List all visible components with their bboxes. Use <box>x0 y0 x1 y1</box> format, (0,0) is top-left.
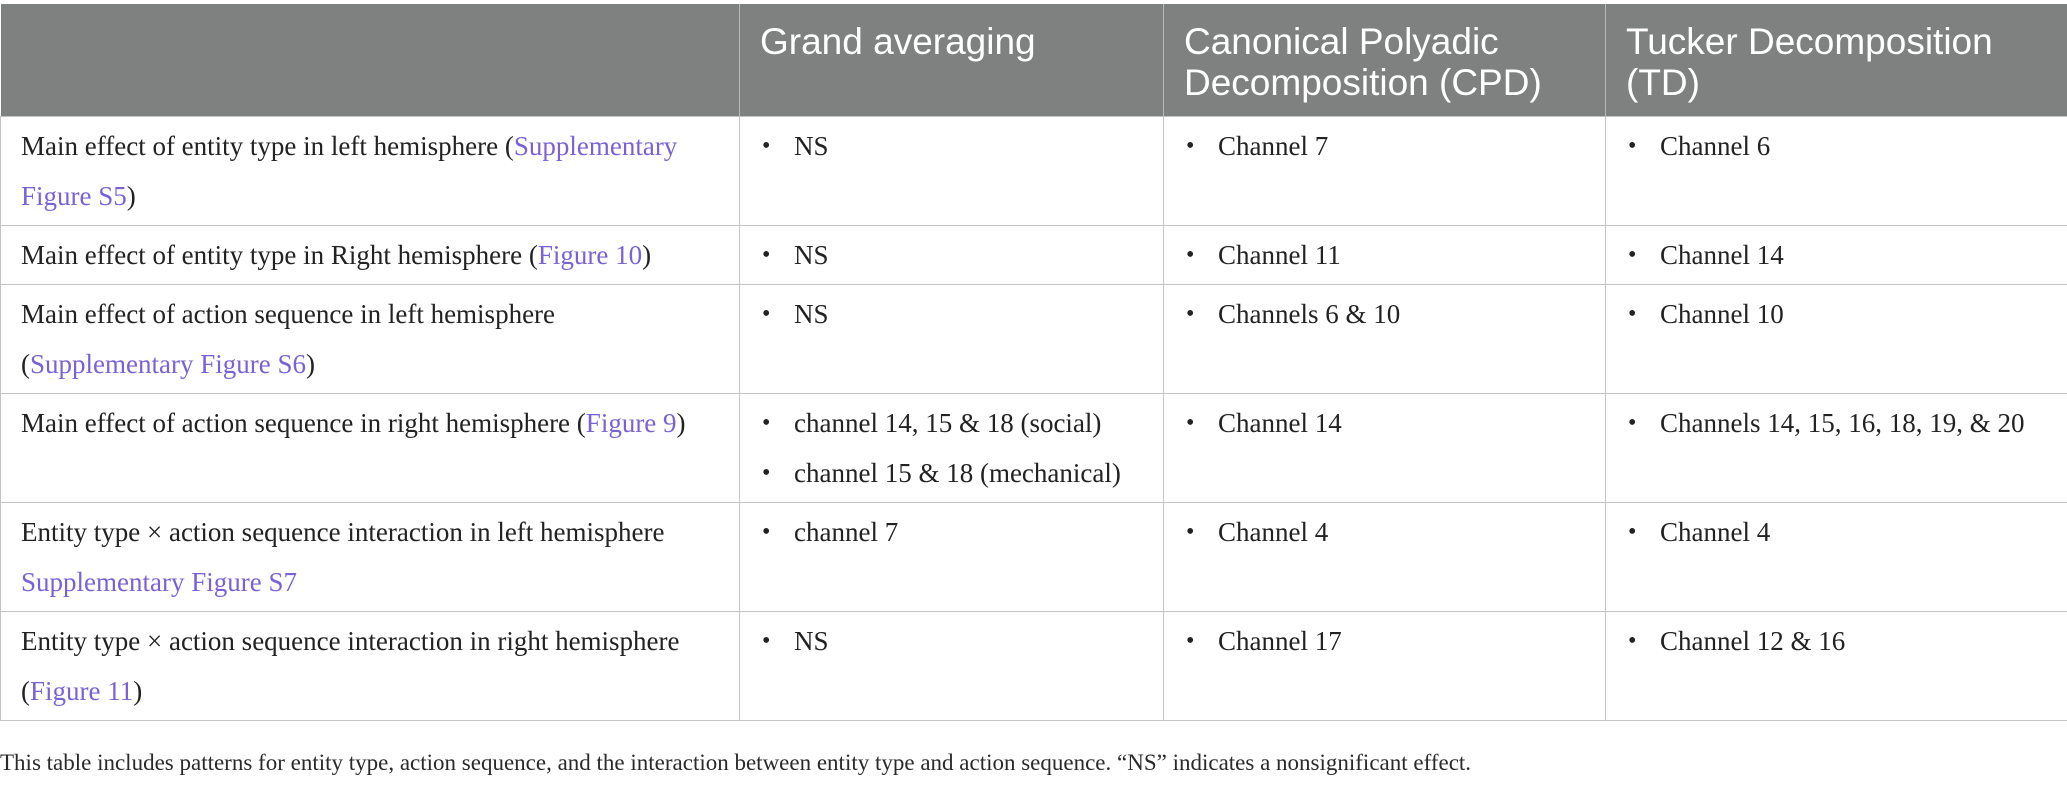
header-row: Grand averaging Canonical Polyadic Decom… <box>0 4 2067 117</box>
list-item: NS <box>760 616 1143 666</box>
table-row: Entity type × action sequence interactio… <box>0 502 2067 612</box>
list-item: Channel 10 <box>1626 289 2047 339</box>
list-item: Channel 4 <box>1184 507 1585 557</box>
grand-averaging-cell: NS <box>739 116 1164 226</box>
figure-link[interactable]: Supplementary Figure S6 <box>30 349 306 379</box>
td-cell: Channel 14 <box>1605 225 2067 285</box>
header-grand-averaging: Grand averaging <box>739 4 1164 117</box>
bullet-list: Channel 4 <box>1626 507 2047 557</box>
td-cell: Channels 14, 15, 16, 18, 19, & 20 <box>1605 393 2067 503</box>
list-item: Channel 6 <box>1626 121 2047 171</box>
grand-averaging-cell: NS <box>739 284 1164 394</box>
header-empty <box>0 4 740 117</box>
list-item: Channel 17 <box>1184 616 1585 666</box>
row-label-close: ) <box>126 181 136 211</box>
list-item: Channels 6 & 10 <box>1184 289 1585 339</box>
bullet-list: channel 7 <box>760 507 1143 557</box>
list-item: Channel 14 <box>1626 230 2047 280</box>
table-row: Main effect of entity type in Right hemi… <box>0 225 2067 285</box>
cpd-cell: Channel 7 <box>1163 116 1606 226</box>
list-item: Channels 14, 15, 16, 18, 19, & 20 <box>1626 398 2047 448</box>
grand-averaging-cell: NS <box>739 225 1164 285</box>
bullet-list: NS <box>760 230 1143 280</box>
figure-link[interactable]: Figure 11 <box>30 676 134 706</box>
grand-averaging-cell: channel 14, 15 & 18 (social)channel 15 &… <box>739 393 1164 503</box>
grand-averaging-cell: channel 7 <box>739 502 1164 612</box>
bullet-list: Channel 10 <box>1626 289 2047 339</box>
list-item: Channel 12 & 16 <box>1626 616 2047 666</box>
bullet-list: Channels 6 & 10 <box>1184 289 1585 339</box>
list-item: channel 15 & 18 (mechanical) <box>760 448 1143 498</box>
list-item: Channel 14 <box>1184 398 1585 448</box>
figure-link[interactable]: Supplementary Figure S5 <box>21 131 678 211</box>
row-label-text: Main effect of entity type in Right hemi… <box>21 240 538 270</box>
row-label-text: Main effect of action sequence in left h… <box>21 299 556 379</box>
bullet-list: Channel 14 <box>1626 230 2047 280</box>
table-row: Main effect of action sequence in right … <box>0 393 2067 503</box>
row-label-text: Main effect of action sequence in right … <box>21 408 586 438</box>
cpd-cell: Channel 11 <box>1163 225 1606 285</box>
bullet-list: Channels 14, 15, 16, 18, 19, & 20 <box>1626 398 2047 448</box>
td-cell: Channel 12 & 16 <box>1605 611 2067 721</box>
row-label: Entity type × action sequence interactio… <box>0 502 740 612</box>
bullet-list: Channel 12 & 16 <box>1626 616 2047 666</box>
table-row: Entity type × action sequence interactio… <box>0 611 2067 721</box>
table-footnote: This table includes patterns for entity … <box>0 750 1472 775</box>
row-label-text: Main effect of entity type in left hemis… <box>21 131 514 161</box>
row-label: Main effect of action sequence in left h… <box>0 284 740 394</box>
row-label: Entity type × action sequence interactio… <box>0 611 740 721</box>
header-cpd: Canonical Polyadic Decomposition (CPD) <box>1163 4 1606 117</box>
row-label-text: Entity type × action sequence interactio… <box>21 626 680 706</box>
list-item: Channel 11 <box>1184 230 1585 280</box>
bullet-list: Channel 6 <box>1626 121 2047 171</box>
bullet-list: NS <box>760 616 1143 666</box>
cpd-cell: Channels 6 & 10 <box>1163 284 1606 394</box>
table-body: Main effect of entity type in left hemis… <box>0 116 2067 721</box>
list-item: channel 14, 15 & 18 (social) <box>760 398 1143 448</box>
bullet-list: Channel 14 <box>1184 398 1585 448</box>
figure-link[interactable]: Supplementary Figure S7 <box>21 567 297 597</box>
figure-link[interactable]: Figure 9 <box>585 408 677 438</box>
row-label-close: ) <box>676 408 686 438</box>
bullet-list: channel 14, 15 & 18 (social)channel 15 &… <box>760 398 1143 498</box>
bullet-list: Channel 11 <box>1184 230 1585 280</box>
row-label: Main effect of action sequence in right … <box>0 393 740 503</box>
results-table: Grand averaging Canonical Polyadic Decom… <box>0 4 2067 721</box>
row-label: Main effect of entity type in left hemis… <box>0 116 740 226</box>
list-item: Channel 4 <box>1626 507 2047 557</box>
row-label-close: ) <box>133 676 143 706</box>
cpd-cell: Channel 4 <box>1163 502 1606 612</box>
table-row: Main effect of entity type in left hemis… <box>0 116 2067 226</box>
bullet-list: NS <box>760 121 1143 171</box>
list-item: NS <box>760 121 1143 171</box>
list-item: NS <box>760 289 1143 339</box>
row-label-text: Entity type × action sequence interactio… <box>21 517 665 547</box>
list-item: NS <box>760 230 1143 280</box>
cpd-cell: Channel 14 <box>1163 393 1606 503</box>
td-cell: Channel 10 <box>1605 284 2067 394</box>
td-cell: Channel 4 <box>1605 502 2067 612</box>
bullet-list: Channel 7 <box>1184 121 1585 171</box>
row-label-close: ) <box>642 240 652 270</box>
row-label: Main effect of entity type in Right hemi… <box>0 225 740 285</box>
bullet-list: Channel 17 <box>1184 616 1585 666</box>
td-cell: Channel 6 <box>1605 116 2067 226</box>
bullet-list: NS <box>760 289 1143 339</box>
list-item: channel 7 <box>760 507 1143 557</box>
figure-link[interactable]: Figure 10 <box>537 240 643 270</box>
header-td: Tucker Decomposition (TD) <box>1605 4 2067 117</box>
bullet-list: Channel 4 <box>1184 507 1585 557</box>
cpd-cell: Channel 17 <box>1163 611 1606 721</box>
grand-averaging-cell: NS <box>739 611 1164 721</box>
table-row: Main effect of action sequence in left h… <box>0 284 2067 394</box>
row-label-close: ) <box>305 349 315 379</box>
list-item: Channel 7 <box>1184 121 1585 171</box>
